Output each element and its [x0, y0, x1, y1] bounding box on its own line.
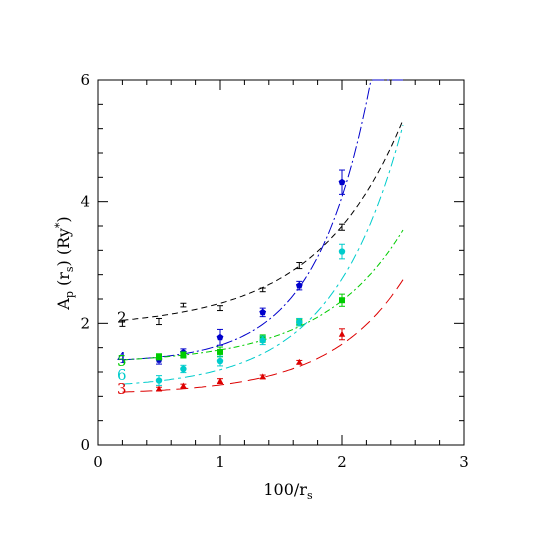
marker: [156, 353, 162, 360]
data-point-3: [259, 373, 266, 380]
fit-curves: [122, 79, 404, 393]
x-tick-label: 0: [93, 453, 103, 471]
x-tick-label: 1: [215, 453, 225, 471]
data-point-2: [217, 305, 223, 312]
marker: [155, 385, 163, 392]
curve-label-4: 4: [117, 349, 127, 367]
data-point-4: [338, 169, 346, 195]
marker: [338, 248, 346, 255]
data-point-2: [339, 223, 345, 231]
plot-frame: [97, 79, 465, 446]
marker: [259, 337, 266, 344]
marker: [259, 308, 267, 316]
y-tick-label: 0: [80, 436, 90, 454]
y-tick-label: 2: [80, 314, 90, 332]
plot-border: [97, 79, 465, 446]
marker: [180, 382, 187, 389]
data-point-4: [216, 328, 224, 346]
curve-label-2: 2: [117, 308, 127, 326]
x-axis-label: 100/rs: [263, 480, 313, 502]
marker: [216, 357, 224, 365]
data-point-2: [296, 262, 303, 270]
marker: [259, 373, 266, 380]
marker: [338, 178, 346, 186]
marker: [217, 348, 223, 355]
marker: [295, 282, 303, 289]
fit-curve-4: [122, 79, 403, 361]
fit-curve-2: [122, 119, 404, 321]
data-point-4: [295, 280, 303, 291]
y-tick-label: 6: [80, 71, 90, 89]
data-point-5: [180, 351, 187, 359]
data-point-6: [296, 317, 303, 327]
data-point-6: [259, 335, 266, 346]
data-point-6: [155, 375, 163, 386]
marker: [339, 297, 345, 304]
data-point-6: [338, 243, 346, 260]
marker: [216, 333, 224, 341]
marker: [180, 365, 187, 373]
marker: [155, 377, 163, 384]
x-tick-label: 2: [337, 453, 347, 471]
x-tick-label: 3: [459, 453, 469, 471]
curve-label-5: 5: [117, 352, 127, 370]
data-point-4: [259, 307, 267, 318]
data-point-2: [180, 302, 187, 308]
data-point-5: [156, 353, 162, 361]
marker: [180, 351, 187, 358]
data-point-3: [180, 382, 187, 389]
curve-label-6: 6: [117, 366, 127, 384]
data-point-2: [119, 319, 126, 327]
data-point-2: [156, 317, 162, 326]
data-point-3: [296, 358, 303, 365]
marker: [216, 377, 224, 384]
data-point-2: [259, 287, 266, 293]
marker: [338, 330, 346, 337]
data-point-3: [338, 328, 346, 341]
marker: [296, 358, 303, 365]
marker: [296, 318, 303, 326]
data-point-5: [217, 346, 223, 358]
data-point-3: [216, 377, 224, 385]
data-points: [119, 169, 346, 392]
y-axis-label: Ap (rs) (Ry*): [53, 216, 76, 310]
data-point-6: [180, 364, 187, 374]
data-point-5: [339, 293, 345, 307]
curve-label-3: 3: [117, 380, 127, 398]
data-point-6: [216, 355, 224, 367]
data-point-3: [155, 385, 163, 392]
fit-curve-3: [122, 279, 404, 393]
y-tick-label: 4: [80, 193, 90, 211]
fit-curve-6: [122, 124, 404, 385]
